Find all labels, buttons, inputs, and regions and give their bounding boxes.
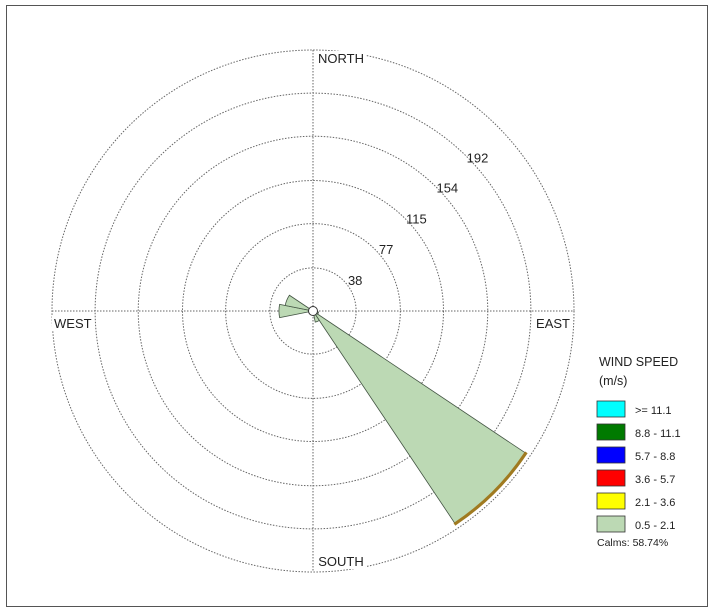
ring-label: 38 xyxy=(348,273,362,288)
legend-swatch xyxy=(596,446,626,464)
legend-swatch xyxy=(596,423,626,441)
legend-swatch xyxy=(596,469,626,487)
chart-frame xyxy=(6,5,708,607)
calm-circle xyxy=(308,306,318,316)
legend-swatch xyxy=(596,515,626,533)
ring-label: 77 xyxy=(379,242,393,257)
wind-petal-segment xyxy=(278,303,314,319)
compass-label-bg xyxy=(52,316,94,331)
legend-label: 8.8 - 11.1 xyxy=(635,428,681,440)
compass-label-east: EAST xyxy=(536,316,570,331)
wind-petal-segment xyxy=(284,294,314,312)
ring-label: 154 xyxy=(436,181,458,196)
legend-swatch xyxy=(596,492,626,510)
compass-label-bg xyxy=(316,51,366,66)
calms-label: Calms: 58.74% xyxy=(597,537,668,549)
compass-label-bg xyxy=(316,554,366,569)
wind-petal-segment xyxy=(453,451,528,526)
compass-label-west: WEST xyxy=(54,316,92,331)
compass-labels: NORTH SOUTH EAST WEST xyxy=(52,51,573,569)
legend-title: WIND SPEED xyxy=(599,355,678,369)
legend: WIND SPEED (m/s) >= 11.1 8.8 - 11.1 5.7 - 8.… xyxy=(596,355,681,549)
legend-label: 5.7 - 8.8 xyxy=(635,451,675,463)
legend-label: 3.6 - 5.7 xyxy=(635,474,675,486)
ring-label: 115 xyxy=(406,212,427,227)
legend-label: 2.1 - 3.6 xyxy=(635,497,675,509)
wind-petals xyxy=(278,294,528,526)
compass-label-bg xyxy=(534,316,573,331)
compass-label-north: NORTH xyxy=(318,51,364,66)
compass-label-south: SOUTH xyxy=(318,554,364,569)
ring-labels: 38 77 115 154 192 xyxy=(348,150,488,287)
ring-label: 192 xyxy=(467,150,489,165)
legend-swatch xyxy=(596,400,626,418)
legend-label: 0.5 - 2.1 xyxy=(635,520,675,532)
legend-label: >= 11.1 xyxy=(635,405,672,417)
legend-units: (m/s) xyxy=(599,374,627,388)
